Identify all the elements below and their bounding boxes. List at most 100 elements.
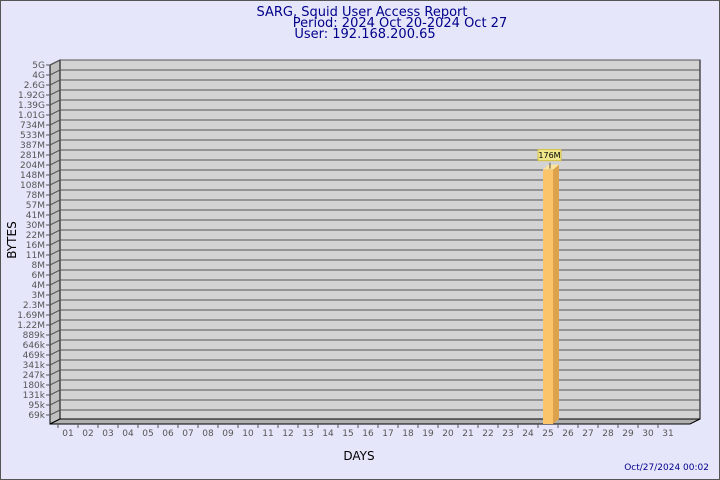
x-tick-label: 21 — [462, 429, 473, 439]
grid-line-side — [49, 249, 61, 256]
bar-top — [543, 164, 559, 170]
y-tick-label: 204M — [20, 161, 45, 171]
y-tick-label: 247k — [23, 371, 46, 381]
x-axis-label: DAYS — [343, 449, 374, 463]
x-tick-label: 04 — [122, 429, 134, 439]
y-tick-label: 3M — [32, 291, 46, 301]
x-tick-label: 07 — [182, 429, 193, 439]
y-tick-label: 22M — [26, 231, 45, 241]
x-tick-label: 03 — [102, 429, 113, 439]
x-tick-label: 11 — [262, 429, 273, 439]
x-tick-label: 05 — [142, 429, 153, 439]
y-tick-label: 131k — [23, 391, 46, 401]
chart-title: SARG, Squid User Access Report — [257, 5, 468, 20]
x-tick-label: 17 — [382, 429, 393, 439]
bar-value-label: 176M — [538, 151, 560, 160]
x-tick-label: 15 — [342, 429, 353, 439]
y-tick-label: 78M — [26, 191, 45, 201]
y-tick-label: 1.92G — [18, 91, 45, 101]
x-tick-label: 18 — [402, 429, 414, 439]
y-tick-label: 95k — [28, 401, 45, 411]
chart-user: User: 192.168.200.65 — [294, 27, 435, 42]
grid-line-side — [49, 139, 61, 146]
y-tick-label: 180k — [23, 381, 46, 391]
x-tick-label: 02 — [82, 429, 93, 439]
y-tick-label: 69k — [28, 411, 45, 421]
y-tick-label: 1.69M — [17, 311, 45, 321]
y-tick-label: 16M — [26, 241, 45, 251]
x-tick-label: 24 — [522, 429, 534, 439]
y-tick-label: 469k — [23, 351, 46, 361]
x-tick-label: 26 — [562, 429, 574, 439]
x-tick-label: 29 — [622, 429, 634, 439]
grid-line-side — [49, 329, 61, 336]
x-tick-label: 22 — [482, 429, 493, 439]
y-tick-label: 646k — [23, 341, 46, 351]
y-tick-label: 889k — [23, 331, 46, 341]
y-tick-label: 734M — [20, 121, 45, 131]
y-tick-label: 5G — [32, 61, 45, 71]
x-tick-label: 20 — [442, 429, 454, 439]
x-tick-label: 09 — [222, 429, 234, 439]
chart-period: Period: 2024 Oct 20-2024 Oct 27 — [293, 16, 507, 31]
plot-floor — [49, 418, 701, 425]
grid-line-side — [49, 319, 61, 326]
grid-line-side — [49, 169, 61, 176]
y-tick-label: 4M — [32, 281, 46, 291]
y-tick-label: 2.3M — [23, 301, 45, 311]
grid-line-side — [49, 369, 61, 376]
grid-line-side — [49, 309, 61, 316]
y-tick-label: 2.6G — [24, 81, 45, 91]
grid-line-side — [49, 159, 61, 166]
y-tick-label: 148M — [20, 171, 45, 181]
y-tick-label: 341k — [23, 361, 46, 371]
x-tick-label: 28 — [602, 429, 614, 439]
x-tick-label: 19 — [422, 429, 434, 439]
grid-line-side — [49, 239, 61, 246]
y-tick-label: 4G — [32, 71, 45, 81]
y-tick-label: 8M — [32, 261, 46, 271]
grid-line-side — [49, 69, 61, 76]
grid-line-side — [49, 229, 61, 236]
y-tick-label: 533M — [20, 131, 45, 141]
x-tick-label: 16 — [362, 429, 374, 439]
grid-line-side — [49, 129, 61, 136]
grid-line-side — [49, 119, 61, 126]
y-tick-label: 1.01G — [18, 111, 45, 121]
x-tick-label: 23 — [502, 429, 513, 439]
x-tick-label: 14 — [322, 429, 334, 439]
y-tick-label: 11M — [26, 251, 45, 261]
grid-line-side — [49, 89, 61, 96]
grid-line-side — [49, 289, 61, 296]
grid-line-side — [49, 149, 61, 156]
grid-line-side — [49, 299, 61, 306]
x-tick-label: 10 — [242, 429, 254, 439]
grid-line-side — [49, 359, 61, 366]
grid-line-side — [49, 269, 61, 276]
grid-line-side — [49, 379, 61, 386]
grid-line-side — [49, 199, 61, 206]
x-tick-label: 06 — [162, 429, 174, 439]
y-tick-label: 108M — [20, 181, 45, 191]
x-tick-label: 25 — [542, 429, 553, 439]
y-tick-label: 57M — [26, 201, 45, 211]
y-tick-label: 41M — [26, 211, 45, 221]
y-tick-label: 1.22M — [17, 321, 45, 331]
grid-line-side — [49, 59, 61, 66]
x-tick-label: 31 — [662, 429, 673, 439]
bar — [543, 169, 553, 424]
grid-line-side — [49, 349, 61, 356]
grid-line-side — [49, 179, 61, 186]
y-tick-label: 387M — [20, 141, 45, 151]
y-tick-label: 6M — [32, 271, 46, 281]
grid-line-side — [49, 339, 61, 346]
grid-line-side — [49, 219, 61, 226]
grid-line-side — [49, 259, 61, 266]
grid-line-side — [49, 399, 61, 406]
x-tick-label: 27 — [582, 429, 593, 439]
y-tick-label: 1.39G — [18, 101, 45, 111]
x-tick-label: 08 — [202, 429, 214, 439]
grid-line-side — [49, 409, 61, 416]
x-tick-label: 12 — [282, 429, 293, 439]
